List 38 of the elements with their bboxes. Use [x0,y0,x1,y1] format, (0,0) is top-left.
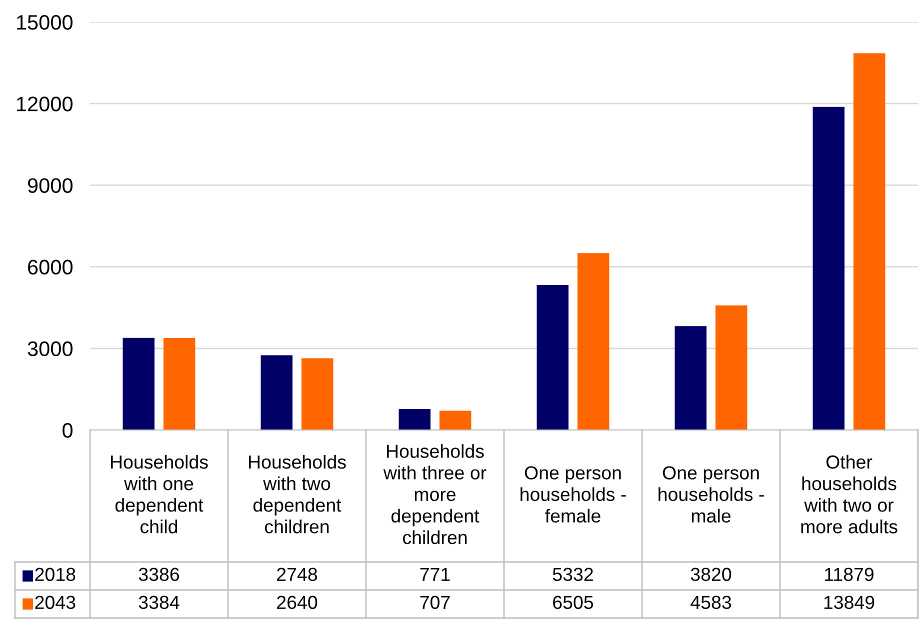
x-tick-label: One person households - male [658,466,764,523]
data-label: 771 [420,568,450,581]
data-label: 3384 [138,596,180,610]
bar [439,410,472,430]
x-tick-label: Households with one dependent child [111,454,208,534]
y-tick-label: 0 [62,423,73,438]
data-label: 6505 [553,596,594,610]
y-tick-label: 15000 [16,15,73,30]
data-label: 13849 [824,596,874,610]
data-label: 3820 [690,568,732,582]
bar [536,284,569,430]
bar [715,305,748,430]
bar [398,409,431,430]
data-label: 2748 [277,568,318,582]
data-label: 4583 [690,596,732,610]
data-label: 3386 [138,568,180,582]
x-tick-label: Other households with two or more adults [801,454,898,534]
bar [577,253,610,430]
bar [260,355,293,430]
bar [812,106,845,430]
legend-label: 2043 [35,596,76,610]
data-label: 11879 [825,568,874,582]
data-label: 5332 [552,568,593,582]
x-tick-label: One person households - female [520,466,626,523]
bar [301,358,334,430]
y-tick-label: 6000 [28,260,73,275]
y-tick-label: 9000 [28,178,73,193]
data-label: 707 [420,596,450,610]
bar [853,53,886,430]
y-tick-label: 3000 [28,341,73,356]
x-tick-label: Households with two dependent children [249,454,346,534]
bar [674,326,707,430]
bar [122,338,155,430]
y-tick-label: 12000 [16,96,73,112]
x-tick-label: Households with three or more dependent children [383,444,486,544]
bar [163,338,196,430]
data-label: 2640 [277,596,318,610]
legend-label: 2018 [35,568,76,582]
